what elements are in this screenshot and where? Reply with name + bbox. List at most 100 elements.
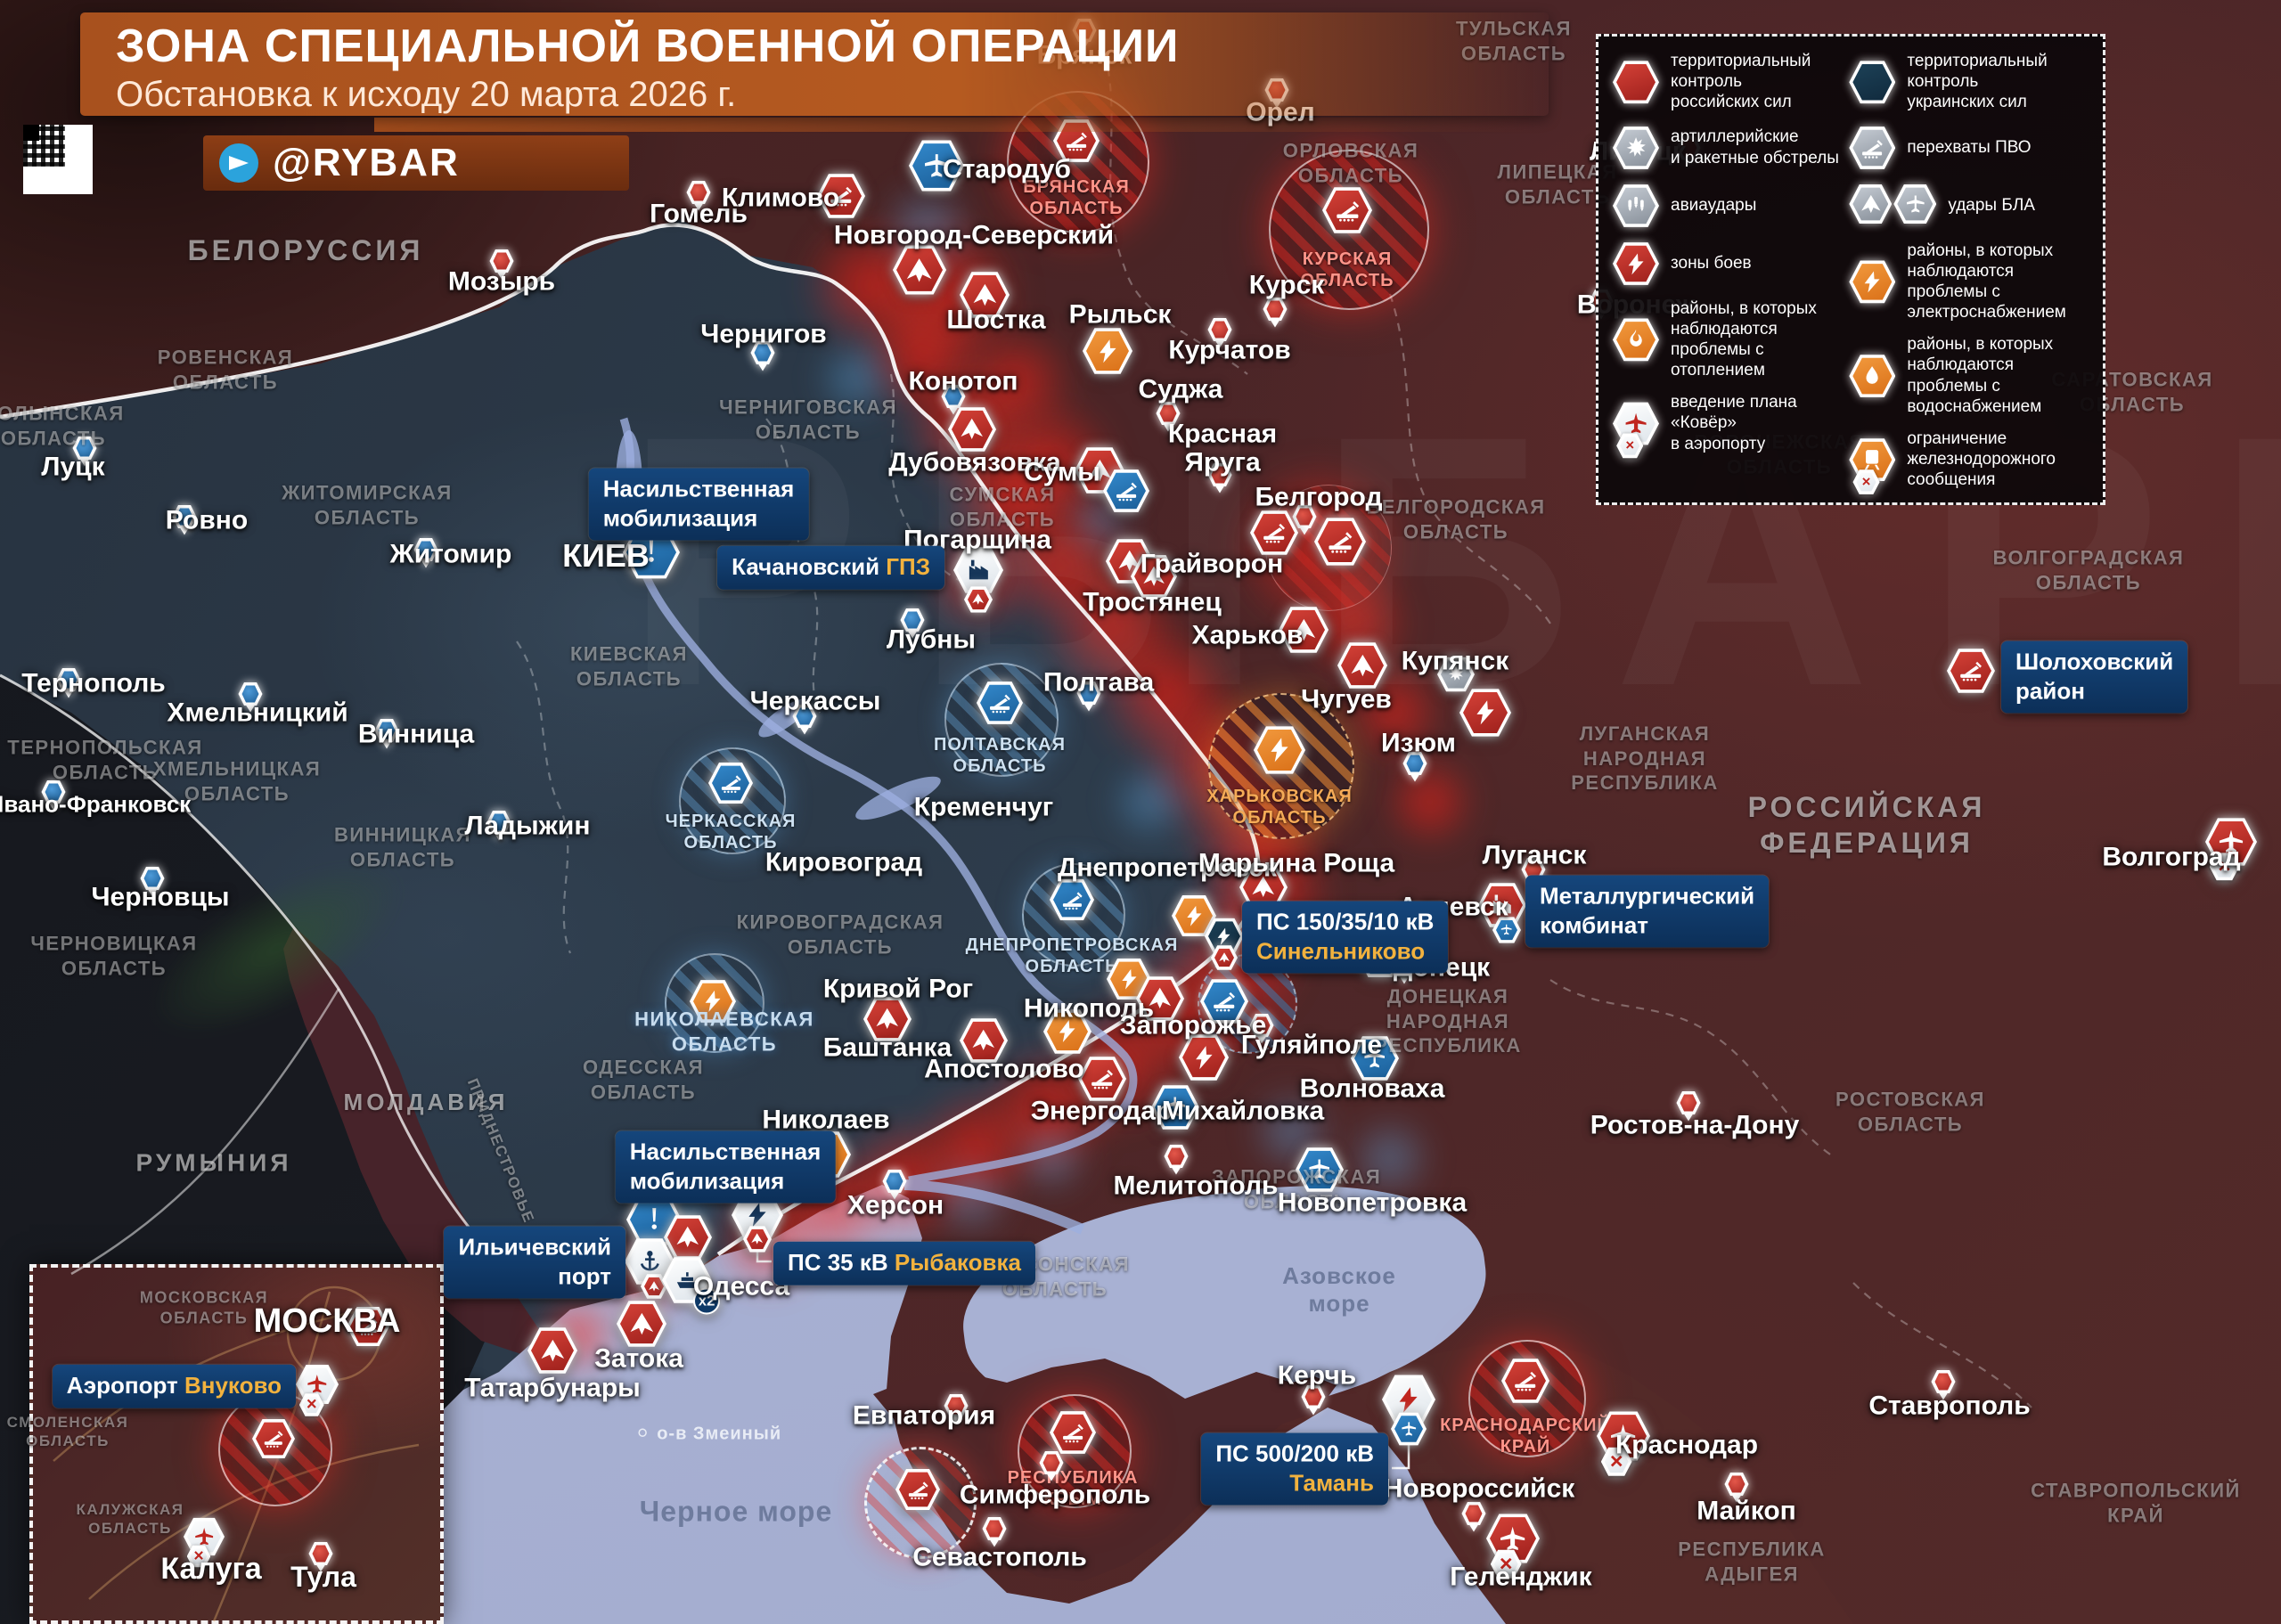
hex-outer [1461, 1501, 1486, 1526]
hex-outer [308, 1541, 333, 1566]
hex-inner [985, 1520, 1003, 1538]
hex-outer [686, 180, 711, 205]
city-dot [1263, 297, 1288, 328]
city-label: Стародуб [943, 154, 1071, 184]
brand-bar[interactable]: @RYBAR [203, 135, 629, 191]
hex-inner [1616, 187, 1656, 224]
region-label: СТАВРОПОЛЬСКИЙ КРАЙ [2031, 1479, 2241, 1527]
legend-item: удары БЛА [1849, 183, 2090, 229]
hex-inner [1304, 1388, 1322, 1406]
hex-inner [1616, 64, 1656, 101]
info-box: Шолоховский район [2001, 641, 2188, 714]
hex-inner [947, 1397, 965, 1415]
banner-strip [374, 118, 1541, 132]
hex-outer [982, 1516, 1007, 1541]
legend-label: районы, в которых наблюдаются проблемы с … [1907, 241, 2066, 322]
region-label: СМОЛЕНСКАЯ ОБЛАСТЬ [6, 1413, 129, 1449]
hex-inner: × [1620, 437, 1640, 455]
hex-outer [1039, 1450, 1064, 1475]
legend-column-left: территориальный контроль российских сил ар… [1613, 51, 1840, 490]
brand-handle: @RYBAR [273, 141, 460, 184]
sea-label: Азовское море [1282, 1262, 1396, 1317]
hex-inner [899, 1472, 936, 1507]
hex-inner [1897, 187, 1934, 221]
region-label: ЛУГАНСКАЯ НАРОДНАЯ РЕСПУБЛИКА [1571, 722, 1719, 794]
legend-item: × введение плана «Ковёр» в аэропорту [1613, 392, 1840, 459]
legend-item: районы, в которых наблюдаются проблемы с … [1613, 298, 1840, 381]
hex-outer [1492, 917, 1521, 943]
area-label: РЕСПУБЛИКА КРЫМ [1007, 1468, 1139, 1509]
hex-outer [1849, 260, 1896, 304]
marker-drone2-icon [909, 137, 964, 193]
legend-bolt-icon [1613, 241, 1659, 287]
city-dot [1724, 1472, 1749, 1503]
hex-inner [1465, 1505, 1483, 1522]
legend-label: районы, в которых наблюдаются проблемы с … [1907, 335, 2054, 416]
legend-hexplain-icon [1849, 59, 1896, 105]
city-label: Новороссийск [1383, 1473, 1575, 1504]
legend-item: × ограничение железнодорожного сообщения [1849, 428, 2090, 494]
hex-inner [312, 1545, 330, 1563]
sea-label: Черное море [639, 1495, 833, 1528]
marker-drone2-icon [1296, 1145, 1344, 1194]
legend-icon-drone-pair [1849, 183, 1937, 229]
dot-tail [1939, 1392, 1948, 1400]
hex-outer [1322, 187, 1372, 233]
marker-aa-icon [1947, 646, 1995, 695]
region-label: РОСТОВСКАЯ ОБЛАСТЬ [1835, 1088, 1985, 1136]
marker-factory-icon [1478, 880, 1526, 929]
hex-inner: × [190, 1548, 208, 1564]
region-label: ДОНЕЦКАЯ НАРОДНАЯ РЕСПУБЛИКА [1374, 984, 1522, 1057]
hex-inner [1463, 691, 1508, 734]
legend-hexplain-icon [1613, 59, 1659, 105]
city-label: Евпатория [852, 1400, 996, 1431]
city-label: Новопетровка [1277, 1187, 1468, 1218]
hex-outer: × [1616, 433, 1644, 459]
city-label: МОСКВА [253, 1302, 401, 1341]
marker-drone2-icon [1492, 916, 1521, 945]
hex-inner [1266, 300, 1284, 318]
legend-item: перехваты ПВО [1849, 125, 2090, 171]
hex-inner [1852, 264, 1893, 300]
legend-label: территориальный контроль украинских сил [1907, 52, 2048, 112]
hex-outer [1613, 126, 1659, 169]
kovyor-x-badge: × [1600, 1446, 1632, 1477]
city-dot [982, 1516, 1007, 1547]
hex-outer [944, 1393, 969, 1418]
sea-label: ⚪ о-в Змеиный [634, 1424, 782, 1444]
hex-inner [1852, 187, 1889, 221]
map-subtitle: Обстановка к исходу 20 марта 2026 г. [116, 75, 737, 114]
dot-tail [1732, 1495, 1741, 1503]
hex-outer [1931, 1369, 1956, 1394]
region-label: КАЛУЖСКАЯ ОБЛАСТЬ [76, 1500, 184, 1537]
hex-outer [1050, 1411, 1096, 1454]
hex-outer: × [1600, 1447, 1632, 1476]
hex-outer [1613, 61, 1659, 104]
info-box: ПС 150/35/10 кВ Синельниково [1242, 901, 1449, 974]
legend-item: артиллерийские и ракетные обстрелы [1613, 125, 1840, 171]
legend-item: авиаудары [1613, 183, 1840, 229]
city-label: Калуга [160, 1552, 262, 1587]
hex-outer: × [186, 1545, 211, 1568]
hex-inner [1053, 1414, 1092, 1451]
hex-inner [690, 184, 707, 201]
hex-outer: × [1490, 1549, 1522, 1579]
hex-outer [1296, 1147, 1344, 1192]
marker-aa [252, 1417, 295, 1461]
city-dot [686, 180, 711, 211]
region-label: МОСКОВСКАЯ ОБЛАСТЬ [139, 1288, 269, 1327]
hex-outer [1263, 297, 1288, 322]
hex-inner [1616, 322, 1656, 358]
dot-tail [1047, 1473, 1056, 1481]
legend-item: зоны боев [1613, 241, 1840, 287]
hex-inner [912, 143, 961, 188]
city-dot [308, 1541, 333, 1572]
info-box: Насильственная мобилизация [588, 468, 809, 541]
marker-aa [1050, 1408, 1096, 1456]
info-box: Насильственная мобилизация [615, 1130, 836, 1204]
marker-plane-icon: × [1486, 1511, 1540, 1579]
city-dot [1676, 1090, 1701, 1122]
legend-label: авиаудары [1671, 195, 1757, 215]
hex-inner [1326, 190, 1369, 231]
dot-tail [990, 1539, 999, 1547]
